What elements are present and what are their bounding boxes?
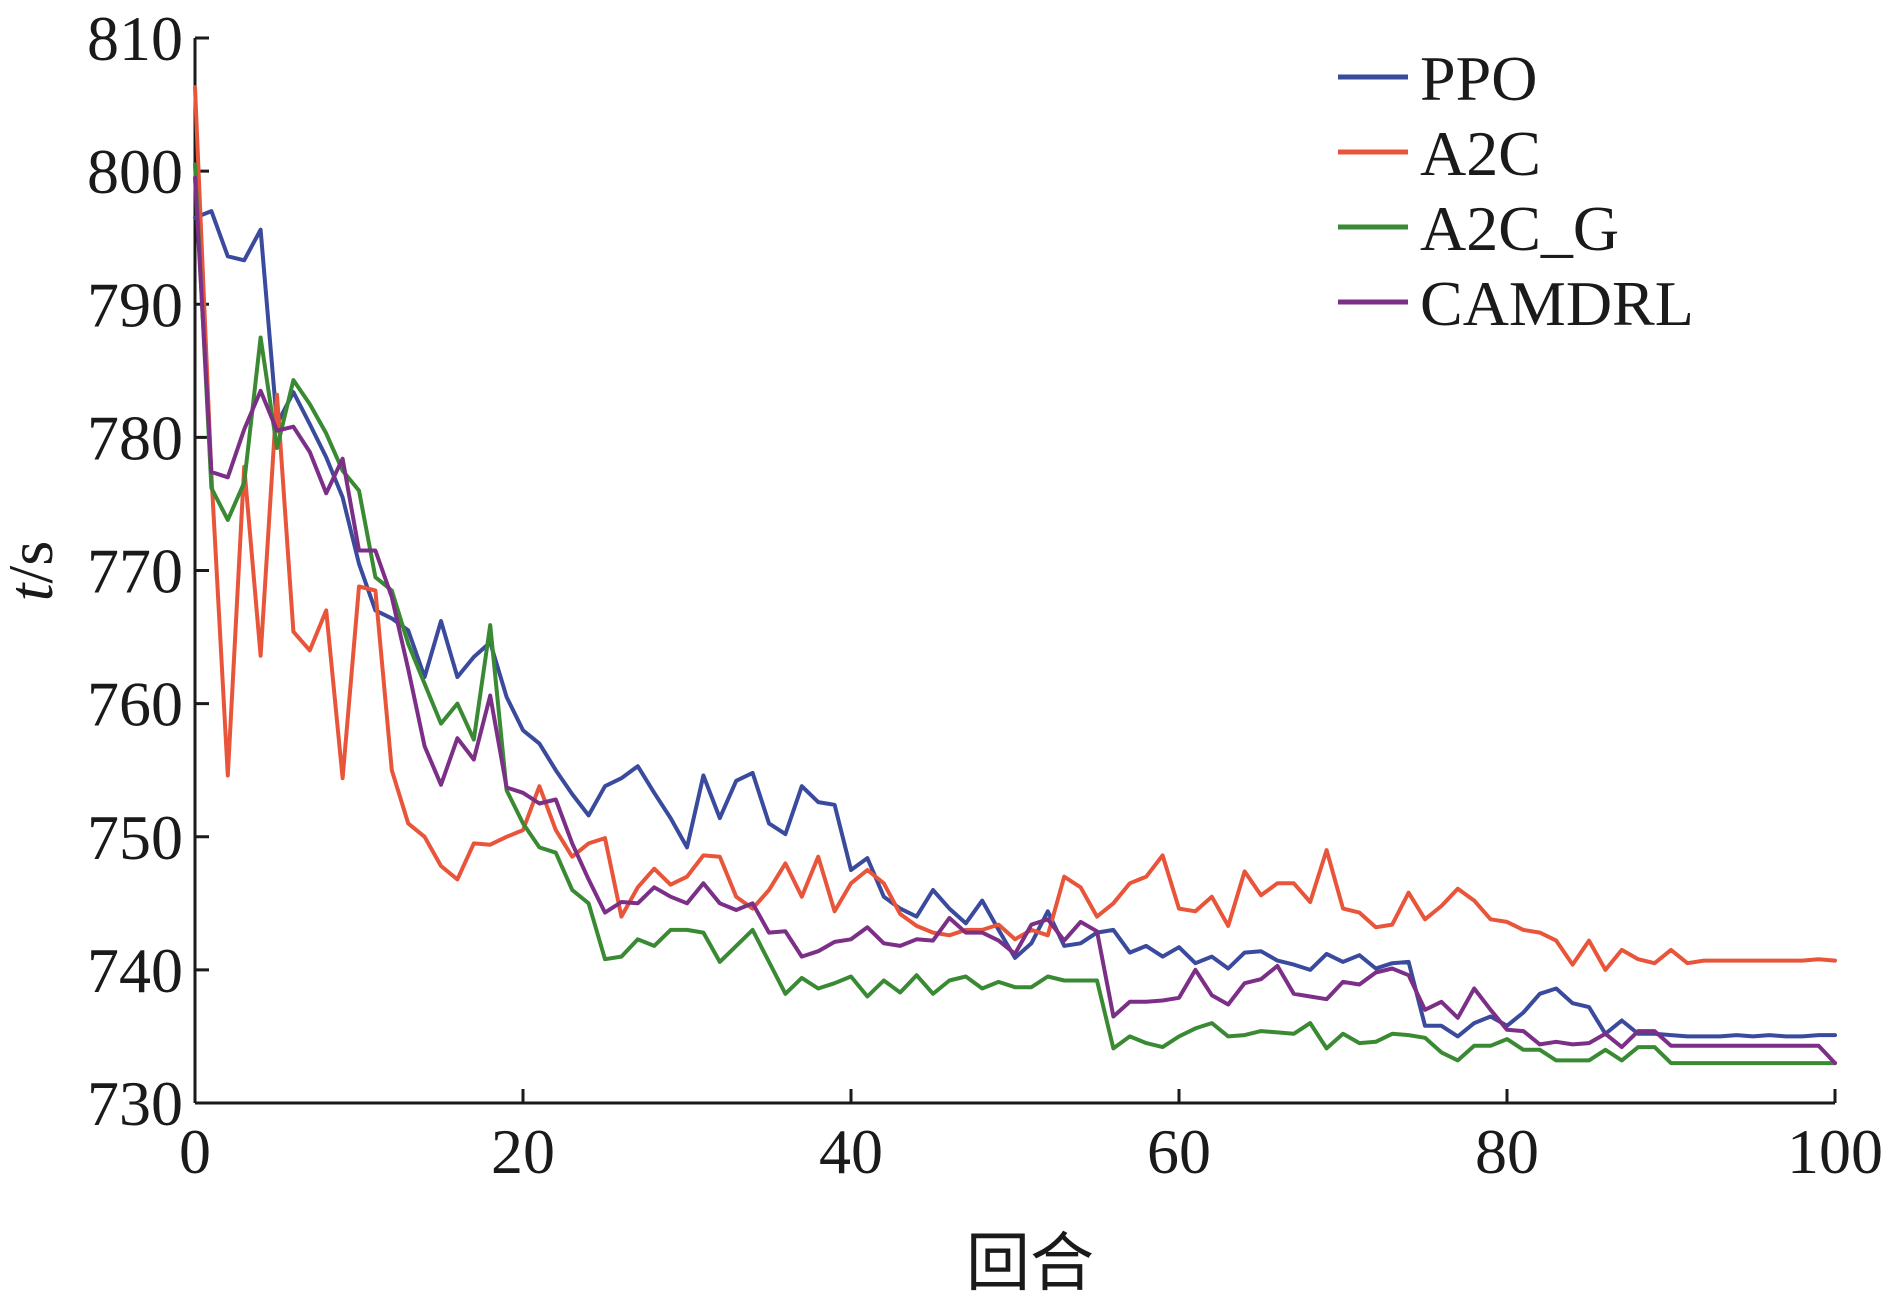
y-tick-label: 810: [87, 3, 183, 74]
y-tick-label: 750: [87, 802, 183, 873]
series-line-a2c: [193, 85, 1837, 972]
y-axis-label: t/s: [0, 541, 66, 601]
series-line-ppo: [193, 209, 1837, 1039]
x-tick-label: 60: [1147, 1116, 1211, 1187]
y-tick-label: 790: [87, 269, 183, 340]
axes: 0 20 40 60 80 100 730 740 750 760 770 780 790 800 810: [87, 3, 1883, 1187]
x-tick-label: 20: [491, 1116, 555, 1187]
y-tick-label: 730: [87, 1068, 183, 1139]
legend-label-camdrl: CAMDRL: [1420, 268, 1694, 339]
legend-label-a2c-g: A2C_G: [1420, 193, 1619, 264]
y-tick-label: 770: [87, 536, 183, 607]
x-axis-label: 回合: [966, 1228, 1094, 1299]
series-layer: [193, 85, 1837, 1066]
y-axis-label-italic: t: [0, 581, 66, 601]
y-tick-label: 780: [87, 402, 183, 473]
y-axis-label-unit: /s: [0, 541, 66, 584]
y-tick-label: 760: [87, 669, 183, 740]
legend-label-a2c: A2C: [1420, 118, 1541, 189]
x-tick-label: 0: [179, 1116, 211, 1187]
x-tick-label: 40: [819, 1116, 883, 1187]
legend-label-ppo: PPO: [1420, 43, 1537, 114]
series-line-a2c-g: [193, 162, 1837, 1066]
x-tick-label: 80: [1475, 1116, 1539, 1187]
x-tick-label: 100: [1787, 1116, 1883, 1187]
y-tick-label: 740: [87, 935, 183, 1006]
y-tick-label: 800: [87, 136, 183, 207]
series-line-camdrl: [193, 175, 1837, 1066]
